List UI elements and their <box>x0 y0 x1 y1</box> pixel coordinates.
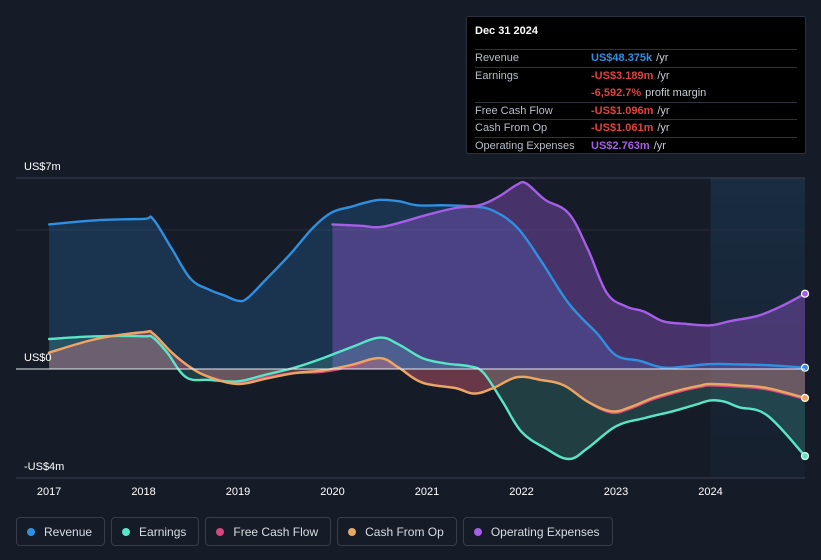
area-opex <box>332 182 805 369</box>
x-tick-label: 2019 <box>226 486 250 498</box>
tooltip-row-earnings: Earnings -US$3.189m /yr <box>475 68 797 86</box>
legend-dot-icon <box>122 527 131 536</box>
tooltip-unit: /yr <box>656 52 669 65</box>
end-marker-cfo <box>800 393 810 403</box>
axis-layer: US$7m US$0 -US$4m 2017 2018 2019 2020 2021 2022 2… <box>16 161 805 498</box>
legend-label: Revenue <box>44 524 93 539</box>
line-layer <box>47 180 810 461</box>
tooltip-value: -US$1.096m <box>591 104 654 117</box>
legend: Revenue Earnings Free Cash Flow Cash Fro… <box>16 517 613 546</box>
x-tick-label: 2020 <box>320 486 344 498</box>
tooltip-date: Dec 31 2024 <box>475 25 797 50</box>
area-cfo <box>49 331 806 412</box>
tooltip-label: Cash From Op <box>475 122 548 135</box>
x-tick-label: 2022 <box>509 486 533 498</box>
tooltip-unit: profit margin <box>645 87 707 100</box>
x-tick-label: 2018 <box>131 486 155 498</box>
tooltip-row-profit-margin: -6,592.7% profit margin <box>475 85 797 103</box>
legend-label: Earnings <box>139 524 187 539</box>
legend-item-cash-from-op[interactable]: Cash From Op <box>337 517 457 546</box>
legend-item-revenue[interactable]: Revenue <box>16 517 106 546</box>
legend-item-earnings[interactable]: Earnings <box>111 517 200 546</box>
line-opex <box>331 180 807 327</box>
tooltip-value: -US$1.061m <box>591 122 654 135</box>
tooltip-unit: /yr <box>657 122 670 135</box>
tooltip-label: Operating Expenses <box>475 140 575 153</box>
tooltip-unit: /yr <box>653 140 666 153</box>
end-marker-revenue <box>800 363 810 372</box>
x-tick-label: 2023 <box>604 486 628 498</box>
tooltip-unit: /yr <box>657 70 670 83</box>
legend-dot-icon <box>348 527 357 536</box>
tooltip-label: Earnings <box>475 70 519 83</box>
tooltip-row-revenue: Revenue US$48.375k /yr <box>475 50 797 68</box>
tooltip-value: US$2.763m <box>591 140 650 153</box>
highlight-region <box>710 178 805 478</box>
x-tick-label: 2021 <box>415 486 439 498</box>
tooltip-value: -6,592.7% <box>591 87 642 100</box>
end-marker-earnings <box>800 451 810 461</box>
tooltip-unit: /yr <box>657 104 670 117</box>
y-tick-label: US$7m <box>24 161 61 173</box>
grid-layer <box>16 177 805 479</box>
x-tick-label: 2017 <box>37 486 61 498</box>
legend-item-free-cash-flow[interactable]: Free Cash Flow <box>205 517 332 546</box>
legend-dot-icon <box>473 527 482 536</box>
tooltip: Dec 31 2024 Revenue US$48.375k /yr Earni… <box>466 16 806 154</box>
legend-label: Cash From Op <box>365 524 444 539</box>
tooltip-label: Free Cash Flow <box>475 104 553 117</box>
area-layer <box>49 182 806 459</box>
tooltip-row-operating-expenses: Operating Expenses US$2.763m /yr <box>475 138 797 156</box>
y-tick-label: -US$4m <box>24 461 64 473</box>
tooltip-row-cash-from-op: Cash From Op -US$1.061m /yr <box>475 120 797 138</box>
line-cfo <box>47 329 807 413</box>
line-earnings <box>47 334 807 461</box>
y-tick-label: US$0 <box>24 352 52 364</box>
legend-label: Operating Expenses <box>490 524 600 539</box>
x-tick-label: 2024 <box>698 486 722 498</box>
legend-item-operating-expenses[interactable]: Operating Expenses <box>462 517 613 546</box>
line-revenue <box>47 198 807 370</box>
legend-dot-icon <box>27 527 35 536</box>
tooltip-value: US$48.375k <box>591 52 653 65</box>
tooltip-label: Revenue <box>475 52 520 65</box>
area-fcf <box>49 331 806 413</box>
legend-dot-icon <box>216 527 225 536</box>
end-marker-opex <box>800 289 810 298</box>
tooltip-row-free-cash-flow: Free Cash Flow -US$1.096m /yr <box>475 103 797 120</box>
legend-label: Free Cash Flow <box>233 524 319 539</box>
tooltip-value: -US$3.189m <box>591 70 654 83</box>
area-revenue <box>49 199 806 369</box>
